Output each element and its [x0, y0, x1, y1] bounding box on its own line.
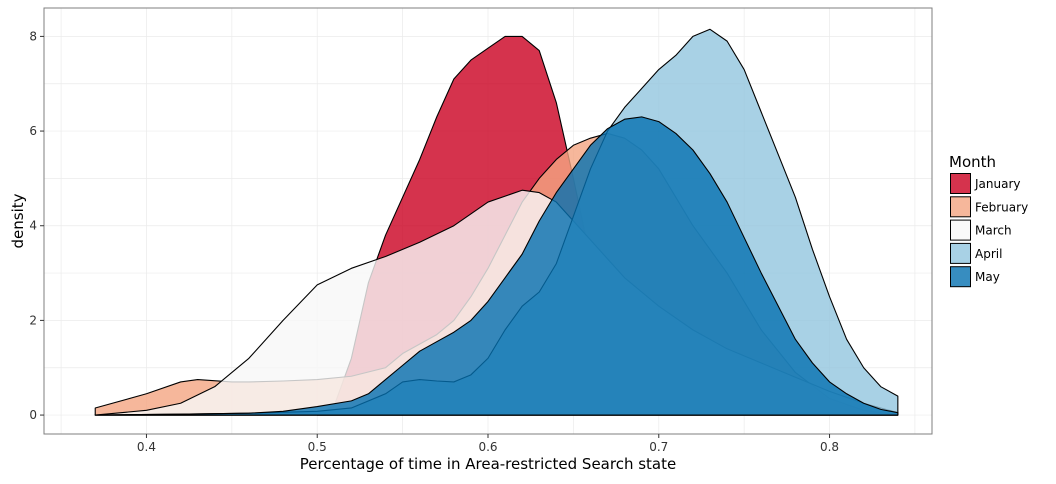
x-tick-label: 0.8 [820, 440, 839, 454]
legend-swatch [950, 242, 971, 264]
y-tick-label: 6 [29, 124, 37, 138]
density-area-may [94, 116, 899, 416]
y-tick-label: 2 [29, 313, 37, 327]
legend-item-february: February [950, 196, 1028, 218]
legend-item-may: May [950, 266, 1000, 288]
x-axis-title: Percentage of time in Area-restricted Se… [300, 455, 676, 473]
legend: Month January February March April May [949, 153, 1028, 288]
legend-label: May [975, 270, 1000, 284]
x-tick-label: 0.5 [308, 440, 327, 454]
legend-label: March [975, 224, 1012, 238]
legend-item-april: April [950, 242, 1002, 264]
legend-label: April [975, 247, 1002, 261]
legend-swatch [950, 196, 971, 218]
legend-label: January [974, 177, 1021, 191]
legend-item-january: January [950, 173, 1021, 194]
y-tick-label: 4 [29, 219, 37, 233]
legend-label: February [975, 200, 1028, 214]
legend-swatch [950, 173, 971, 194]
y-tick-label: 8 [29, 29, 37, 43]
legend-item-march: March [950, 219, 1012, 241]
density-series [94, 28, 899, 416]
x-tick-label: 0.4 [137, 440, 156, 454]
legend-swatch [950, 219, 971, 241]
legend-title: Month [949, 153, 996, 171]
x-tick-label: 0.7 [649, 440, 668, 454]
y-tick-label: 0 [29, 408, 37, 422]
y-axis-title: density [9, 193, 27, 248]
x-tick-label: 0.6 [478, 440, 497, 454]
legend-items: January February March April May [950, 173, 1028, 288]
legend-swatch [950, 266, 971, 288]
y-axis-ticks: 0 2 4 6 8 [29, 29, 44, 422]
x-axis-ticks: 0.4 0.5 0.6 0.7 0.8 [137, 434, 839, 454]
